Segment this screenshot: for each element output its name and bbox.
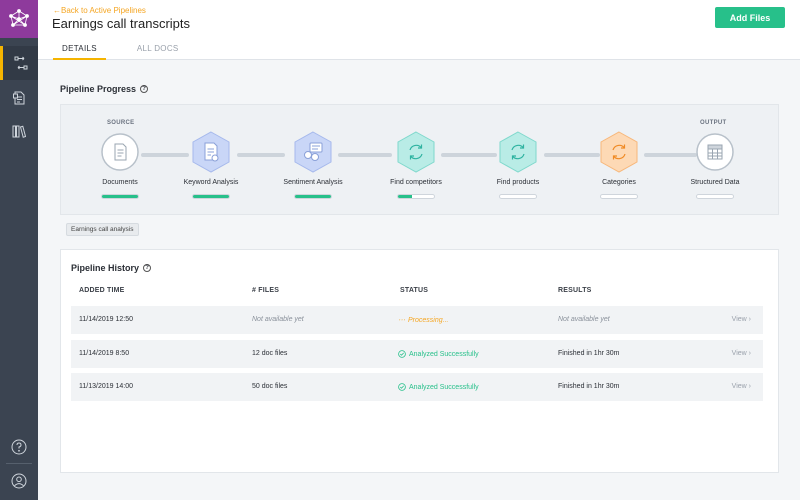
column-header-added-time[interactable]: ADDED TIME — [79, 287, 125, 294]
view-link[interactable]: View › — [732, 316, 751, 323]
stage-label: Keyword Analysis — [183, 179, 239, 186]
added-time-cell: 11/14/2019 12:50 — [79, 316, 133, 323]
chevron-right-icon: › — [748, 383, 751, 390]
files-cell: 50 doc files — [252, 383, 288, 390]
chevron-right-icon: › — [748, 350, 751, 357]
tab-details[interactable]: DETAILS — [53, 40, 106, 60]
document-icon[interactable] — [0, 81, 38, 115]
table-icon — [707, 144, 723, 160]
view-link-label: View — [731, 350, 747, 357]
stage-keyword-analysis[interactable] — [190, 131, 232, 173]
stage-connector — [644, 153, 697, 157]
spinner-icon: ⋯ — [398, 317, 405, 324]
help-icon[interactable]: ? — [140, 85, 149, 93]
stage-label: Find products — [496, 179, 540, 186]
page-title: Earnings call transcripts — [52, 16, 190, 31]
stage-label: Sentiment Analysis — [283, 179, 343, 186]
chevron-right-icon: › — [748, 316, 751, 323]
table-row[interactable]: 11/14/2019 12:50 Not available yet ⋯ Pro… — [71, 306, 763, 334]
pipeline-progress-heading: Pipeline Progress ? — [60, 84, 149, 94]
stage-label: Find competitors — [390, 179, 442, 186]
status-cell: Analyzed Successfully — [398, 350, 479, 358]
stage-connector — [141, 153, 189, 157]
page-header: ←Back to Active Pipelines Earnings call … — [38, 0, 800, 60]
check-circle-icon — [398, 350, 406, 358]
stage-documents[interactable] — [99, 131, 141, 173]
pipeline-history-title: Pipeline History — [71, 263, 140, 273]
stage-sentiment-analysis[interactable] — [292, 131, 334, 173]
tab-bar: DETAILS ALL DOCS — [53, 40, 210, 60]
pipeline-progress-panel: SOURCE OUTPUT Documents Keyword Analysis — [60, 104, 779, 215]
added-time-cell: 11/13/2019 14:00 — [79, 383, 133, 390]
stage-connector — [338, 153, 392, 157]
refresh-icon — [409, 144, 423, 160]
stage-progress-fill — [398, 195, 413, 198]
table-row[interactable]: 11/13/2019 14:00 50 doc files Analyzed S… — [71, 373, 763, 401]
stage-find-products[interactable] — [497, 131, 539, 173]
pipeline-icon[interactable] — [0, 46, 38, 80]
files-cell: 12 doc files — [252, 350, 288, 357]
network-logo-icon[interactable] — [0, 0, 38, 38]
add-files-button[interactable]: Add Files — [715, 7, 785, 28]
view-link[interactable]: View › — [732, 383, 751, 390]
stage-categories[interactable] — [598, 131, 640, 173]
table-row[interactable]: 11/14/2019 8:50 12 doc files Analyzed Su… — [71, 340, 763, 368]
view-link-label: View — [731, 316, 747, 323]
stage-connector — [441, 153, 497, 157]
stage-progress-bar — [397, 194, 435, 199]
stage-structured-data[interactable] — [694, 131, 736, 173]
status-text: Analyzed Successfully — [409, 383, 479, 391]
status-text: Analyzed Successfully — [409, 350, 479, 358]
stage-progress-bar — [696, 194, 734, 199]
view-link-label: View — [731, 383, 747, 390]
source-label: SOURCE — [107, 120, 135, 126]
status-cell: ⋯ Processing... — [398, 316, 449, 325]
sidebar — [0, 0, 38, 500]
stage-find-competitors[interactable] — [395, 131, 437, 173]
stage-label: Structured Data — [690, 179, 740, 186]
column-header-results[interactable]: RESULTS — [558, 287, 592, 294]
view-link[interactable]: View › — [732, 350, 751, 357]
output-label: OUTPUT — [700, 120, 727, 126]
stage-label: Categories — [602, 179, 636, 186]
edit-document-icon — [204, 142, 219, 162]
sidebar-divider — [6, 463, 32, 464]
results-cell: Finished in 1hr 30m — [558, 350, 620, 357]
stage-progress-bar — [192, 194, 230, 199]
stage-progress-fill — [193, 195, 229, 198]
status-cell: Analyzed Successfully — [398, 383, 479, 391]
stage-progress-bar — [101, 194, 139, 199]
stage-label: Documents — [102, 179, 138, 186]
stage-progress-bar — [294, 194, 332, 199]
refresh-icon — [511, 144, 525, 160]
pipeline-tag: Earnings call analysis — [66, 223, 139, 236]
column-header-status[interactable]: STATUS — [400, 287, 429, 294]
added-time-cell: 11/14/2019 8:50 — [79, 350, 130, 357]
document-icon — [114, 143, 127, 161]
library-icon[interactable] — [0, 114, 38, 148]
check-circle-icon — [398, 383, 406, 391]
stage-progress-fill — [295, 195, 331, 198]
refresh-icon — [612, 144, 626, 160]
help-icon[interactable] — [0, 430, 38, 464]
user-icon[interactable] — [0, 464, 38, 498]
stage-connector — [544, 153, 600, 157]
tab-all-docs[interactable]: ALL DOCS — [136, 44, 179, 53]
pipeline-progress-title: Pipeline Progress — [60, 84, 137, 94]
pipeline-history-heading: Pipeline History ? — [71, 263, 152, 273]
back-link[interactable]: ←Back to Active Pipelines — [53, 6, 146, 15]
stage-progress-bar — [499, 194, 537, 199]
results-cell: Not available yet — [558, 316, 610, 323]
stage-progress-fill — [102, 195, 138, 198]
stage-connector — [237, 153, 285, 157]
stage-progress-bar — [600, 194, 638, 199]
status-text: Processing... — [408, 316, 449, 324]
column-header-files[interactable]: # FILES — [252, 287, 280, 294]
files-cell: Not available yet — [252, 316, 304, 323]
help-icon[interactable]: ? — [143, 264, 152, 272]
pipeline-history-panel: Pipeline History ? ADDED TIME # FILES ST… — [60, 249, 779, 473]
chat-bubbles-icon — [304, 142, 323, 161]
results-cell: Finished in 1hr 30m — [558, 383, 620, 390]
